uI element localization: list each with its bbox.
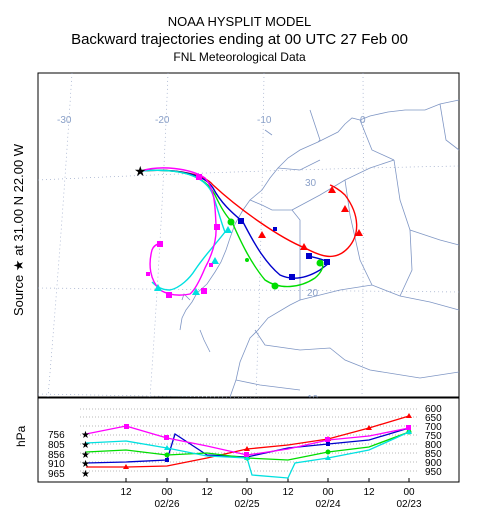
start-star-icon: ★ [81,469,90,480]
start-height-756: 756 [48,430,65,441]
time-tick-label: 12 [363,487,375,498]
level-label: 850 [425,449,442,460]
level-label: 750 [425,431,442,442]
trajectory-magenta [140,167,217,296]
time-tick-label: 12 [120,487,132,498]
start-height-856: 856 [48,450,65,461]
date-label: 02/26 [154,499,179,510]
trajectory-subtitle: Backward trajectories ending at 00 UTC 2… [71,31,408,48]
profile-markers [123,413,412,469]
time-tick-label: 00 [322,487,334,498]
start-star-icon: ★ [81,450,90,461]
lon-label-30w: -30 [57,115,72,126]
lat-label-30n: 30 [305,178,317,189]
time-tick-label: 00 [241,487,253,498]
level-label: 650 [425,413,442,424]
level-label: 700 [425,422,442,433]
model-title: NOAA HYSPLIT MODEL [167,14,312,29]
lon-label-20w: -20 [155,115,170,126]
lon-label-0: 0 [360,115,366,126]
start-height-910: 910 [48,459,65,470]
time-tick-label: 00 [403,487,415,498]
start-height-965: 965 [48,469,65,480]
start-height-805: 805 [48,440,65,451]
source-star-icon: ★ [134,163,147,179]
meteorological-data-label: FNL Meteorological Data [173,50,306,64]
time-tick-label: 12 [201,487,213,498]
lat-label-20n: 20 [307,288,319,299]
start-star-icon: ★ [81,430,90,441]
date-label: 02/24 [315,499,340,510]
level-label: 800 [425,440,442,451]
level-label: 600 [425,404,442,415]
time-ticks [125,478,410,482]
level-label: 900 [425,458,442,469]
vertical-profile-panel: 756 805 856 910 965 ★ ★ ★ ★ ★ 600 650 70… [37,397,460,510]
trajectory-map: -30 -20 -10 0 30 20 10 [37,72,460,405]
coastlines [179,99,460,398]
start-star-icon: ★ [81,459,90,470]
lon-label-10w: -10 [257,115,272,126]
map-frame [37,72,460,398]
trajectory-markers [146,174,363,298]
time-tick-label: 12 [282,487,294,498]
trajectory-red [140,169,358,257]
level-label: 950 [425,467,442,478]
profile-cyan [85,431,410,479]
time-tick-label: 00 [161,487,173,498]
start-star-icon: ★ [81,440,90,451]
profile-frame [37,397,460,483]
date-label: 02/23 [396,499,421,510]
date-label: 02/25 [234,499,259,510]
